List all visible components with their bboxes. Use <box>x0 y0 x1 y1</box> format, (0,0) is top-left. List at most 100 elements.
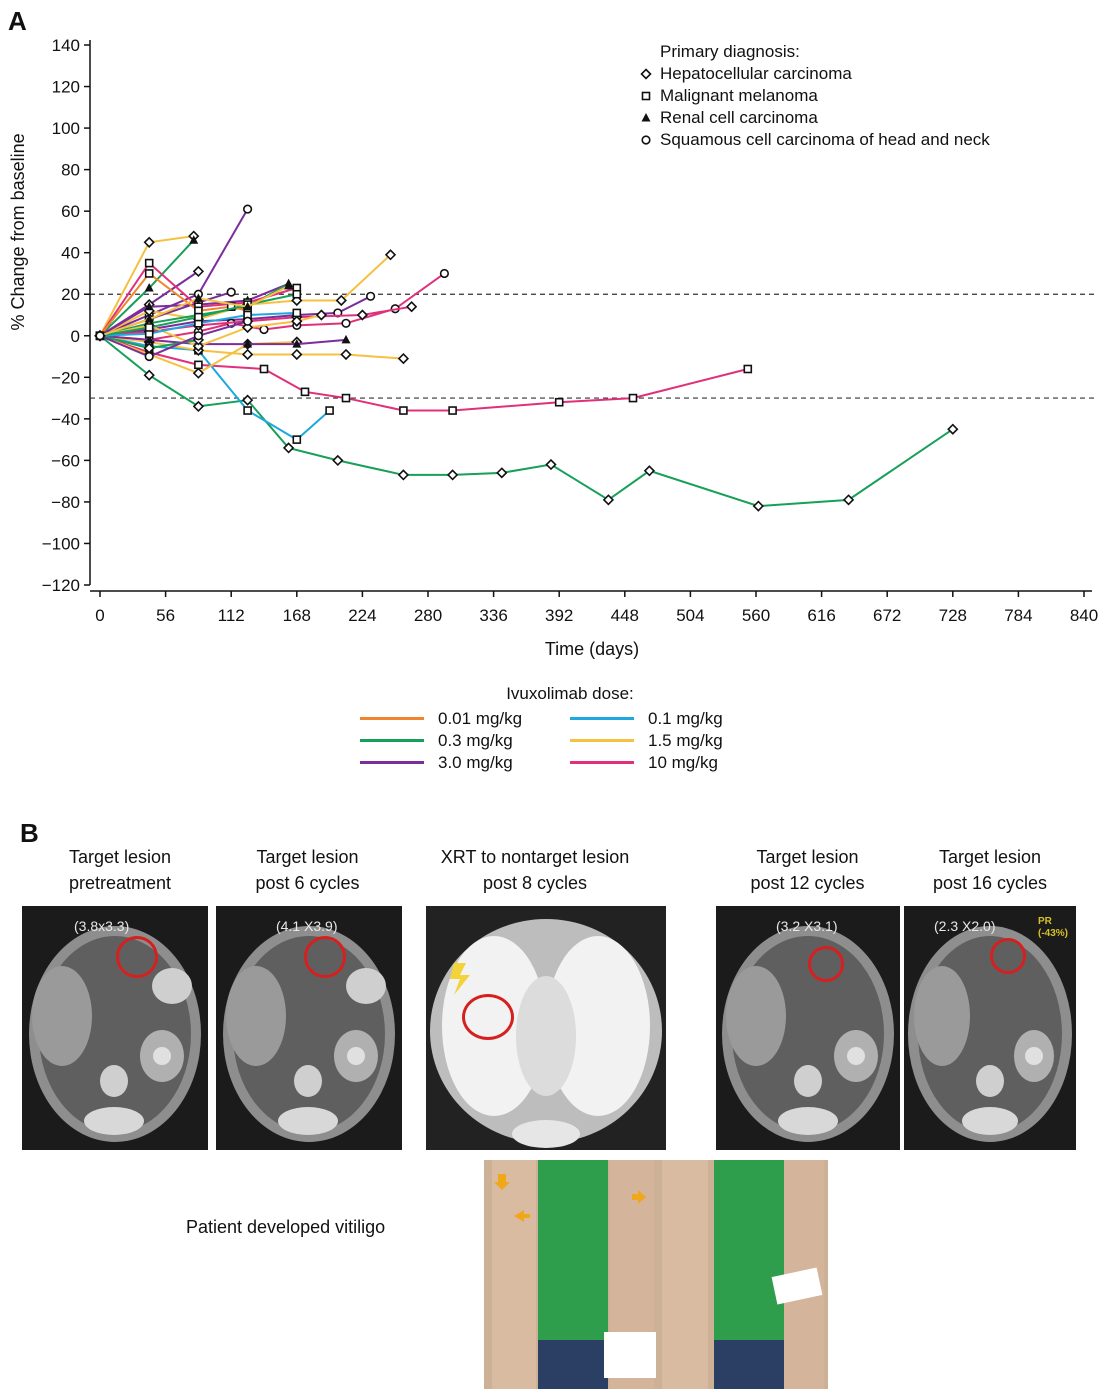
series-line <box>95 316 253 362</box>
y-tick-label: 120 <box>52 78 80 97</box>
dose-legend-item: 3.0 mg/kg <box>360 752 570 773</box>
square-marker <box>292 289 302 299</box>
x-tick-label: 504 <box>676 606 704 625</box>
caption-post-6: Target lesion post 6 cycles <box>215 844 400 896</box>
marker-legend-label: Malignant melanoma <box>660 86 818 105</box>
dose-label: 10 mg/kg <box>648 752 718 772</box>
diamond-marker <box>340 348 352 361</box>
lesion-ring <box>808 946 844 982</box>
y-tick-label: −20 <box>51 368 80 387</box>
dose-legend-item: 1.5 mg/kg <box>570 730 780 751</box>
square-marker <box>292 435 302 444</box>
chart-axes: 140 120 100 80 60 40 20 0 −20 −40 −60 −80 −100 −120 0 5… <box>8 36 1098 659</box>
dose-legend-item: 0.01 mg/kg <box>360 708 570 729</box>
square-marker <box>243 406 252 415</box>
diamond-marker <box>643 465 656 477</box>
diamond-marker <box>332 454 344 467</box>
x-tick-label: 56 <box>156 606 175 625</box>
x-tick-label: 448 <box>611 606 639 625</box>
x-tick-label: 840 <box>1070 606 1098 625</box>
ct-body-image <box>223 926 395 1142</box>
triangle-marker <box>189 235 199 244</box>
diamond-marker <box>384 249 397 261</box>
diamond-marker <box>397 352 410 365</box>
diamond-marker <box>842 494 855 506</box>
diamond-marker <box>291 348 303 361</box>
circle-marker <box>193 331 203 341</box>
x-tick-label: 616 <box>807 606 835 625</box>
partial-response-badge: PR (-43%) <box>1038 916 1068 940</box>
circle-marker <box>259 324 269 335</box>
dose-swatch <box>570 739 634 742</box>
square-marker <box>628 393 638 403</box>
ct-scan-post-12: (3.2 X3.1) <box>716 906 900 1150</box>
marker-legend-title: Primary diagnosis: <box>660 42 800 61</box>
marker-legend-label: Renal cell carcinoma <box>660 108 818 127</box>
circle-marker <box>144 351 154 362</box>
series-layer <box>94 204 959 512</box>
square-marker <box>259 364 269 374</box>
y-tick-label: 80 <box>61 161 80 180</box>
circle-marker <box>95 331 105 341</box>
x-tick-label: 280 <box>414 606 442 625</box>
triangle-marker <box>243 339 253 348</box>
square-marker <box>341 393 351 403</box>
diamond-marker <box>405 301 418 313</box>
lesion-dimension-label: (4.1 X3.9) <box>276 918 338 934</box>
dose-swatch <box>360 717 424 720</box>
dose-label: 0.3 mg/kg <box>438 730 513 750</box>
diamond-marker <box>496 467 508 479</box>
caption-line: XRT to nontarget lesion <box>440 847 630 867</box>
square-marker <box>554 397 564 407</box>
ct-scan-lung <box>426 906 666 1150</box>
y-tick-label: −60 <box>51 451 80 470</box>
triangle-marker <box>292 339 302 348</box>
diamond-marker <box>282 442 295 454</box>
lesion-dimension-label: (2.3 X2.0) <box>934 918 996 934</box>
y-axis-title: % Change from baseline <box>8 133 28 330</box>
ct-body-image <box>908 926 1072 1142</box>
triangle-marker <box>641 113 651 122</box>
series-path <box>99 208 249 337</box>
dose-legend-item: 10 mg/kg <box>570 752 780 773</box>
pr-label: PR <box>1038 916 1052 927</box>
y-tick-label: 140 <box>52 36 80 55</box>
square-marker <box>300 387 310 397</box>
ct-scan-pretreatment: (3.8x3.3) <box>22 906 208 1150</box>
caption-line: post 8 cycles <box>482 873 588 893</box>
circle-marker <box>439 268 450 279</box>
square-marker <box>399 406 408 415</box>
triangle-marker <box>144 283 154 292</box>
x-tick-label: 784 <box>1004 606 1032 625</box>
x-axis-title: Time (days) <box>545 639 639 659</box>
lesion-ring <box>304 936 346 978</box>
caption-line: Target lesion <box>256 847 359 867</box>
caption-line: Target lesion <box>756 847 859 867</box>
triangle-marker <box>144 334 154 344</box>
y-tick-label: 20 <box>61 285 80 304</box>
triangle-marker <box>144 314 154 323</box>
marker-legend-label: Hepatocellular carcinoma <box>660 64 852 83</box>
circle-marker <box>366 291 376 301</box>
caption-pretreatment: Target lesion pretreatment <box>30 844 210 896</box>
ct-body-image <box>722 926 894 1142</box>
lesion-ring <box>462 994 514 1040</box>
caption-line: post 12 cycles <box>750 873 865 893</box>
circle-marker <box>243 204 253 214</box>
caption-line: pretreatment <box>68 873 172 893</box>
y-tick-label: −40 <box>51 410 80 429</box>
diamond-marker <box>192 367 205 379</box>
dose-legend-title: Ivuxolimab dose: <box>506 684 634 703</box>
diamond-marker <box>397 469 410 481</box>
square-marker <box>144 269 154 278</box>
diamond-marker <box>241 394 254 406</box>
dose-label: 3.0 mg/kg <box>438 752 513 772</box>
diamond-marker <box>192 340 205 352</box>
pr-percent: (-43%) <box>1038 928 1069 939</box>
diamond-marker <box>356 309 369 321</box>
y-tick-label: 60 <box>61 202 80 221</box>
ct-scan-post-6: (4.1 X3.9) <box>216 906 402 1150</box>
y-tick-label: −100 <box>42 534 80 553</box>
circle-marker <box>226 287 236 297</box>
square-marker <box>144 258 154 268</box>
